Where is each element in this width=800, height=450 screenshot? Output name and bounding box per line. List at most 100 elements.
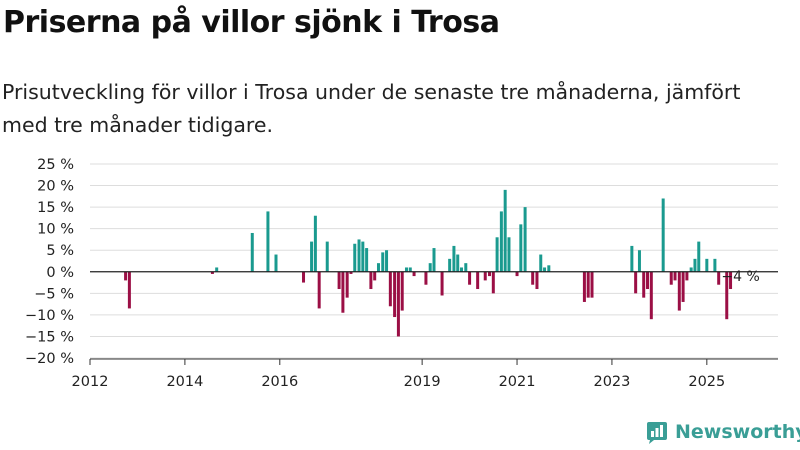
bar xyxy=(519,224,523,272)
bar xyxy=(531,271,535,285)
x-tick-label: 2023 xyxy=(593,374,630,390)
x-tick-label: 2019 xyxy=(404,374,441,390)
bar xyxy=(547,265,551,272)
bar xyxy=(127,271,131,309)
bar xyxy=(353,243,357,272)
bar xyxy=(400,271,404,311)
newsworthy-logo-icon xyxy=(647,422,667,444)
bar xyxy=(661,198,665,272)
bar xyxy=(210,271,214,274)
bar xyxy=(697,241,701,272)
bar xyxy=(349,271,353,274)
axes xyxy=(89,271,778,365)
bar xyxy=(381,252,385,272)
bar xyxy=(440,271,444,296)
bar xyxy=(357,239,361,272)
bar xyxy=(361,241,365,272)
y-tick-label: 10 % xyxy=(37,222,74,238)
bar xyxy=(345,271,349,298)
bar xyxy=(539,254,543,272)
bar xyxy=(685,271,689,281)
bar xyxy=(404,267,408,272)
bar xyxy=(412,271,416,277)
bar xyxy=(369,271,373,290)
bar xyxy=(302,271,306,283)
bar xyxy=(705,258,709,272)
bar xyxy=(630,245,634,272)
y-tick-label: 25 % xyxy=(37,157,74,173)
bar xyxy=(649,271,653,320)
bar xyxy=(325,241,329,272)
y-tick-label: −15 % xyxy=(25,329,74,345)
bar xyxy=(642,271,646,298)
bar xyxy=(634,271,638,294)
x-tick-label: 2012 xyxy=(72,374,109,390)
bar xyxy=(543,267,547,272)
newsworthy-logo[interactable]: Newsworthy xyxy=(645,420,800,444)
bar xyxy=(393,271,397,318)
bar xyxy=(725,271,729,320)
x-tick-label: 2014 xyxy=(166,374,203,390)
bar xyxy=(673,271,677,281)
bar xyxy=(669,271,673,285)
labels: 25 % 20 % 15 % 10 % 5 % 0 % −5 % −10 % −15 % −20 … xyxy=(25,157,760,390)
y-tick-label: −5 % xyxy=(34,286,74,302)
bar xyxy=(468,271,472,285)
bar xyxy=(523,207,527,272)
y-tick-label: −10 % xyxy=(25,308,74,324)
bar xyxy=(452,245,456,272)
bar xyxy=(693,258,697,272)
bar xyxy=(499,211,503,272)
bar xyxy=(456,254,460,272)
bar xyxy=(408,267,412,272)
bar xyxy=(503,189,507,272)
bar xyxy=(337,271,341,290)
bar xyxy=(637,250,641,272)
bar xyxy=(365,248,369,272)
bar xyxy=(341,271,345,313)
chart-title: Priserna på villor sjönk i Trosa xyxy=(3,5,500,40)
bar xyxy=(424,271,428,285)
bar xyxy=(448,258,452,272)
x-tick-label: 2016 xyxy=(261,374,298,390)
y-tick-label: 20 % xyxy=(37,179,74,195)
bar xyxy=(385,250,389,272)
bar xyxy=(586,271,590,298)
y-tick-label: −20 % xyxy=(25,351,74,367)
bar xyxy=(681,271,685,302)
bar xyxy=(646,271,650,290)
bar xyxy=(590,271,594,298)
chart-subtitle: Prisutveckling för villor i Trosa under … xyxy=(2,80,741,137)
bar xyxy=(582,271,586,302)
x-tick-label: 2025 xyxy=(688,374,725,390)
bar xyxy=(713,258,717,272)
bar xyxy=(317,271,321,309)
bar xyxy=(396,271,400,337)
bar xyxy=(488,271,492,277)
bar xyxy=(266,211,270,272)
bar xyxy=(677,271,681,311)
bar xyxy=(483,271,487,281)
bar xyxy=(689,267,693,272)
bar xyxy=(535,271,539,290)
y-tick-label: 0 % xyxy=(46,265,74,281)
last-value-annotation: −4 % xyxy=(721,269,759,285)
bar xyxy=(729,271,733,290)
bar xyxy=(376,263,380,272)
bar xyxy=(250,232,254,272)
bar xyxy=(491,271,495,294)
bar xyxy=(428,263,432,272)
bars xyxy=(124,189,733,337)
bar xyxy=(310,241,314,272)
bar xyxy=(495,237,499,272)
y-tick-label: 5 % xyxy=(46,243,74,259)
bar xyxy=(476,271,480,290)
newsworthy-logo-text: Newsworthy xyxy=(675,421,800,443)
bar xyxy=(124,271,128,281)
bar xyxy=(313,215,317,272)
bar xyxy=(388,271,392,307)
bar xyxy=(373,271,377,281)
bar xyxy=(460,267,464,272)
bar xyxy=(215,267,219,272)
